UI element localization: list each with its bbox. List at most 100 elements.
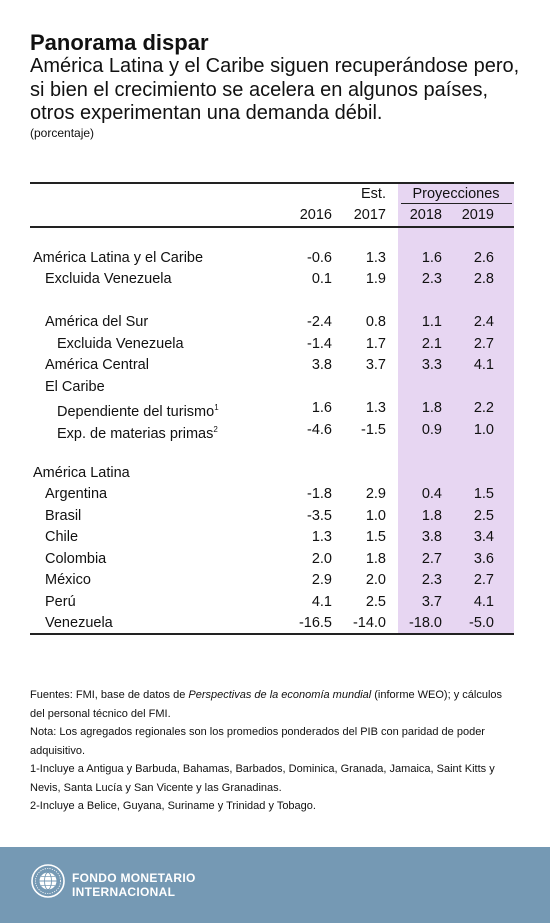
table-cell: 1.6 — [421, 250, 442, 266]
year-header: 2018 — [409, 207, 442, 223]
table-cell: 3.6 — [473, 551, 494, 567]
row-label: América Central — [45, 357, 149, 373]
table-cell: 2.0 — [365, 572, 386, 588]
table-cell: -14.0 — [352, 615, 386, 631]
row-label: Dependiente del turismo1 — [57, 399, 219, 421]
table-cell: 2.4 — [473, 314, 494, 330]
table-cell: 2.0 — [311, 551, 332, 567]
sources-suffix: (informe WEO); y cálculos del personal t… — [30, 689, 503, 720]
table-cell: 1.5 — [365, 529, 386, 545]
table-cell: 2.2 — [473, 400, 494, 416]
unit-label: (porcentaje) — [30, 126, 95, 140]
table-cell: 4.1 — [473, 594, 494, 610]
projections-header: Proyecciones — [412, 186, 500, 202]
table-cell: 1.9 — [365, 271, 386, 287]
table-cell: 2.7 — [473, 336, 494, 352]
table-header-rule — [30, 226, 514, 228]
table-cell: 2.6 — [473, 250, 494, 266]
org-name-line: FONDO MONETARIO — [72, 871, 196, 885]
footnote-2: 2-Incluye a Belice, Guyana, Suriname y T… — [30, 800, 316, 812]
row-label: Perú — [45, 594, 76, 610]
table-cell: 3.8 — [311, 357, 332, 373]
table-cell: 2.9 — [311, 572, 332, 588]
table-cell: 1.0 — [473, 422, 494, 438]
table-cell: 3.7 — [421, 594, 442, 610]
table-cell: 2.3 — [421, 271, 442, 287]
table-cell: 3.7 — [365, 357, 386, 373]
footnote-marker: 1 — [214, 403, 219, 412]
table-cell: -1.5 — [361, 422, 386, 438]
table-cell: 1.3 — [365, 250, 386, 266]
table-cell: -1.8 — [307, 486, 332, 502]
row-label: Venezuela — [45, 615, 113, 631]
table-cell: 1.3 — [365, 400, 386, 416]
table-cell: 2.1 — [421, 336, 442, 352]
year-header: 2017 — [353, 207, 386, 223]
table-cell: 2.7 — [473, 572, 494, 588]
footnote-marker: 2 — [213, 425, 218, 434]
table-cell: 2.8 — [473, 271, 494, 287]
table-cell: 1.6 — [311, 400, 332, 416]
table-cell: -5.0 — [469, 615, 494, 631]
notes: Fuentes: FMI, base de datos de Perspecti… — [30, 686, 510, 816]
table-cell: 3.3 — [421, 357, 442, 373]
method-note: Nota: Los agregados regionales son los p… — [30, 726, 485, 757]
row-label: Brasil — [45, 508, 82, 524]
table-cell: 3.8 — [421, 529, 442, 545]
table-cell: -3.5 — [307, 508, 332, 524]
row-label: Argentina — [45, 486, 108, 502]
row-label: América del Sur — [45, 314, 149, 330]
table-cell: -4.6 — [307, 422, 332, 438]
footnote-1: 1-Incluye a Antigua y Barbuda, Bahamas, … — [30, 763, 495, 794]
footer-band: FONDO MONETARIO INTERNACIONAL — [0, 847, 550, 923]
org-name: FONDO MONETARIO INTERNACIONAL — [72, 871, 196, 899]
row-label: Excluida Venezuela — [45, 271, 172, 287]
sources-note: Fuentes: FMI, base de datos de Perspecti… — [30, 686, 510, 723]
table-cell: 0.9 — [421, 422, 442, 438]
page-title: Panorama dispar — [30, 30, 209, 55]
table-cell: 1.8 — [365, 551, 386, 567]
table-cell: 4.1 — [473, 357, 494, 373]
row-label: El Caribe — [45, 379, 105, 395]
sources-publication: Perspectivas de la economía mundial — [188, 689, 372, 701]
row-label: Chile — [45, 529, 79, 545]
table-top-rule — [30, 182, 514, 184]
projection-highlight — [398, 182, 514, 635]
page-subtitle: América Latina y el Caribe siguen recupe… — [30, 55, 520, 124]
table-cell: 4.1 — [311, 594, 332, 610]
table-cell: -1.4 — [307, 336, 332, 352]
table-cell: 0.1 — [311, 271, 332, 287]
table-cell: 1.8 — [421, 400, 442, 416]
imf-seal-icon — [31, 864, 65, 898]
table-cell: -18.0 — [408, 615, 442, 631]
table-cell: -2.4 — [307, 314, 332, 330]
table-cell: 3.4 — [473, 529, 494, 545]
table-cell: 1.0 — [365, 508, 386, 524]
row-label-text: Dependiente del turismo — [57, 404, 215, 420]
row-label-text: Exp. de materias primas — [57, 426, 214, 442]
growth-table: Est. Proyecciones 2016 2017 2018 2019 Am… — [30, 182, 514, 635]
year-header: 2019 — [461, 207, 494, 223]
table-cell: 0.8 — [365, 314, 386, 330]
table-cell: 2.5 — [365, 594, 386, 610]
year-header: 2016 — [299, 207, 332, 223]
row-label: Colombia — [45, 551, 107, 567]
table-cell: 0.4 — [421, 486, 442, 502]
table-cell: 1.5 — [473, 486, 494, 502]
table-cell: 1.1 — [421, 314, 442, 330]
projection-header-rule — [401, 203, 512, 204]
table-cell: 2.3 — [421, 572, 442, 588]
row-label: América Latina — [33, 465, 130, 481]
estimate-header: Est. — [361, 186, 386, 202]
table-bottom-rule — [30, 633, 514, 635]
row-label: Excluida Venezuela — [57, 336, 184, 352]
org-name-line: INTERNACIONAL — [72, 885, 176, 899]
table-cell: -16.5 — [298, 615, 332, 631]
table-cell: 1.7 — [365, 336, 386, 352]
row-label: América Latina y el Caribe — [33, 250, 204, 266]
table-cell: 2.7 — [421, 551, 442, 567]
table-cell: 2.9 — [365, 486, 386, 502]
row-label: México — [45, 572, 91, 588]
table-cell: -0.6 — [307, 250, 332, 266]
sources-prefix: Fuentes: FMI, base de datos de — [30, 689, 189, 701]
